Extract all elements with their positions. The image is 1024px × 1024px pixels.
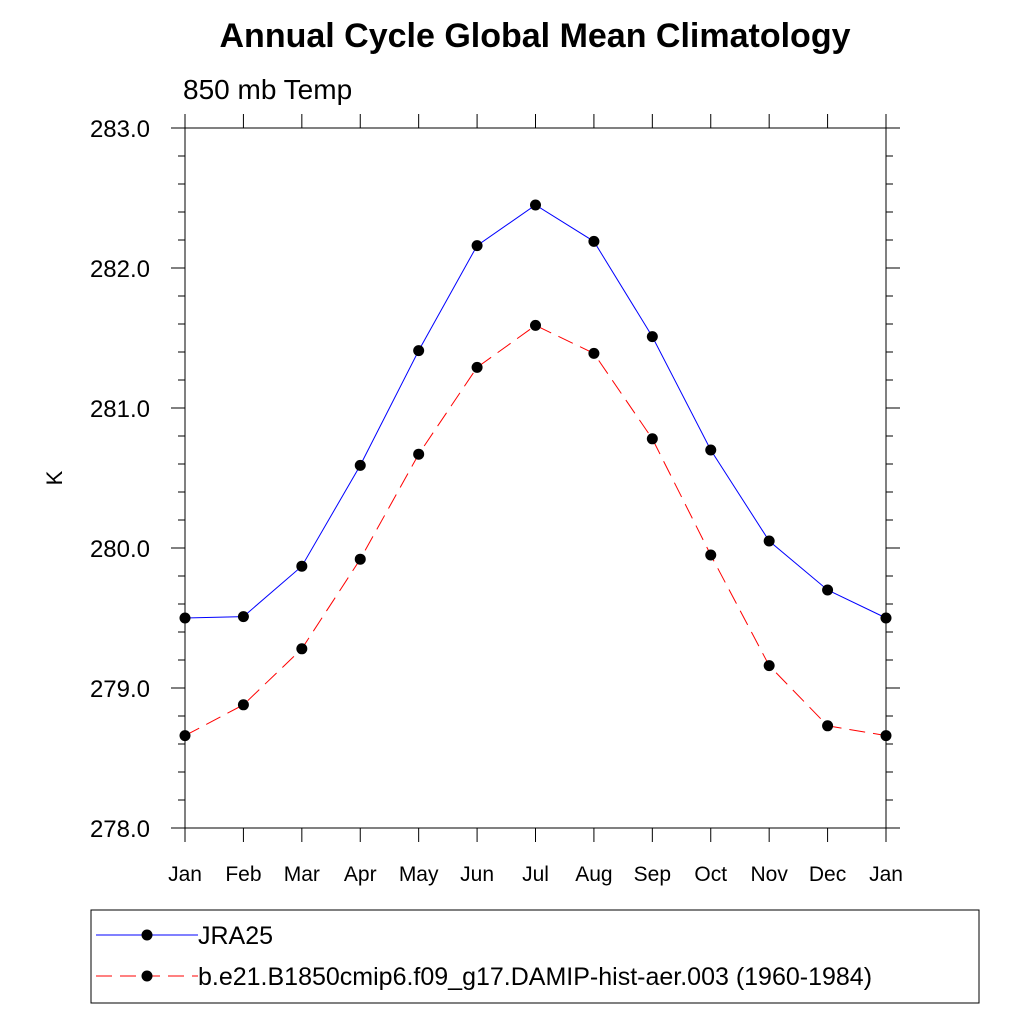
data-point-jra25: [179, 612, 191, 624]
data-point-model: [588, 347, 600, 359]
plot-frame: [184, 127, 887, 829]
chart-title: Annual Cycle Global Mean Climatology: [220, 17, 851, 55]
series-line-jra25: [184, 204, 887, 619]
x-tick-label: Jan: [168, 863, 202, 886]
data-point-jra25: [646, 331, 658, 343]
series-markers: [179, 199, 892, 742]
x-tick-label: Feb: [225, 863, 261, 886]
data-point-model: [705, 549, 717, 561]
data-point-jra25: [705, 444, 717, 456]
data-point-model: [237, 699, 249, 711]
y-axis-label: K: [42, 470, 67, 485]
data-point-model: [880, 730, 892, 742]
x-tick-label: Sep: [634, 863, 671, 886]
legend-marker-jra25: [141, 929, 153, 941]
x-tick-label: Jul: [522, 863, 549, 886]
data-point-jra25: [237, 611, 249, 623]
x-tick-label: Mar: [284, 863, 320, 886]
y-tick-label: 280.0: [90, 536, 150, 563]
legend-label-model: b.e21.B1850cmip6.f09_g17.DAMIP-hist-aer.…: [198, 963, 872, 991]
legend-label-jra25: JRA25: [198, 922, 273, 950]
axis-ticks: [171, 114, 900, 842]
data-point-model: [646, 433, 658, 445]
data-point-jra25: [471, 240, 483, 252]
data-point-jra25: [588, 235, 600, 247]
y-tick-label: 281.0: [90, 396, 150, 423]
y-tick-label: 279.0: [90, 676, 150, 703]
x-tick-label: May: [399, 863, 439, 886]
data-point-model: [822, 720, 834, 732]
y-tick-label: 283.0: [90, 116, 150, 143]
data-point-jra25: [763, 535, 775, 547]
series-lines: [184, 204, 887, 737]
data-point-jra25: [822, 584, 834, 596]
data-point-model: [530, 319, 541, 331]
data-point-model: [179, 730, 191, 742]
chart-subtitle: 850 mb Temp: [183, 74, 352, 105]
data-point-jra25: [296, 560, 308, 572]
x-tick-label: Jan: [869, 863, 903, 886]
data-point-model: [471, 361, 483, 373]
series-line-model: [184, 324, 887, 737]
data-point-model: [413, 448, 425, 460]
data-point-model: [354, 553, 366, 565]
x-tick-label: Dec: [809, 863, 846, 886]
legend-box: [90, 909, 980, 1004]
x-tick-label: Jun: [460, 863, 494, 886]
data-point-model: [763, 660, 775, 672]
data-point-model: [296, 643, 308, 655]
y-tick-label: 282.0: [90, 256, 150, 283]
data-point-jra25: [354, 459, 366, 471]
x-tick-label: Oct: [694, 863, 727, 886]
data-point-jra25: [880, 612, 892, 624]
y-tick-labels: 278.0 279.0 280.0 281.0 282.0 283.0: [90, 116, 150, 843]
data-point-jra25: [530, 199, 541, 211]
x-tick-label: Nov: [750, 863, 788, 886]
y-tick-label: 278.0: [90, 816, 150, 843]
legend-marker-model: [141, 970, 153, 982]
x-tick-labels: Jan Feb Mar Apr May Jun Jul Aug Sep Oct Nov Dec Jan: [168, 863, 903, 886]
x-tick-label: Apr: [344, 863, 377, 886]
x-tick-label: Aug: [575, 863, 612, 886]
data-point-jra25: [413, 345, 425, 357]
